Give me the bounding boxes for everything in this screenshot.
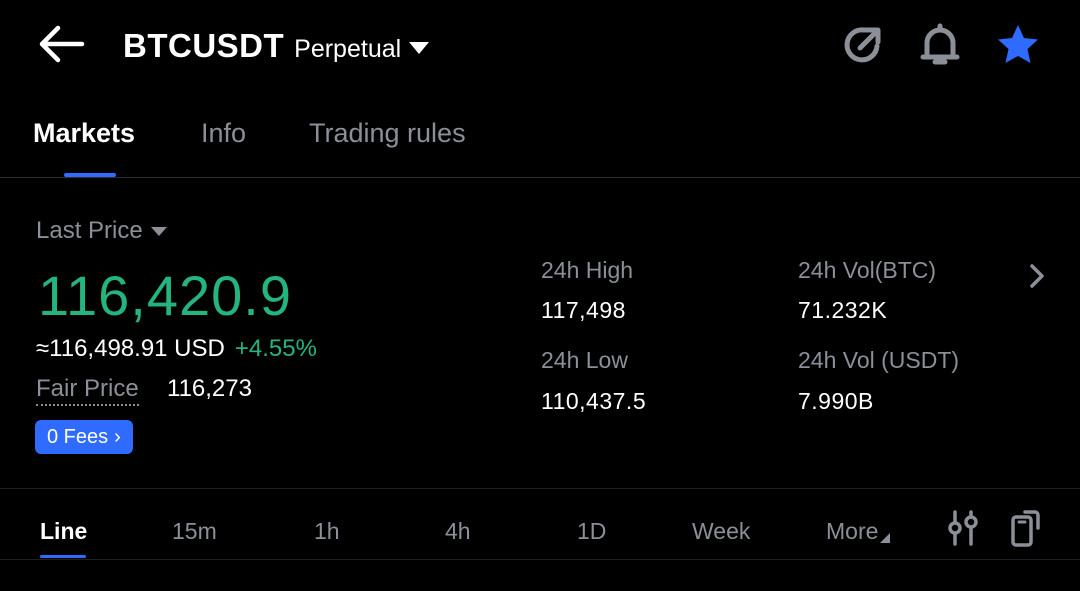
main-tabs: Markets Info Trading rules [0, 90, 1080, 178]
chart-interval-bar: Line 15m 1h 4h 1D Week More [0, 490, 1080, 560]
approx-usd-value: ≈116,498.91 USD [36, 335, 225, 362]
fees-label: 0 Fees [47, 425, 109, 448]
fees-badge-button[interactable]: 0 Fees › [35, 420, 133, 454]
device-rotate-icon[interactable] [1008, 508, 1042, 548]
interval-4h[interactable]: 4h [445, 518, 471, 544]
corner-triangle-icon [880, 533, 891, 543]
interval-1d[interactable]: 1D [577, 518, 607, 544]
interval-line[interactable]: Line [40, 518, 88, 544]
market-stats-panel: Last Price 116,420.9 ≈116,498.91 USD +4.… [0, 179, 1080, 489]
symbol-title: BTCUSDT [123, 27, 285, 64]
bell-icon[interactable] [917, 22, 963, 68]
high-24h-value: 117,498 [541, 297, 626, 323]
high-24h-label: 24h High [541, 257, 634, 283]
caret-down-icon[interactable] [409, 42, 430, 54]
last-price-label: Last Price [36, 217, 143, 244]
vol-usdt-label: 24h Vol (USDT) [798, 347, 960, 373]
refresh-share-icon[interactable] [840, 22, 886, 68]
vol-usdt-value: 7.990B [798, 388, 874, 414]
interval-1h[interactable]: 1h [314, 518, 340, 544]
active-tab-indicator [64, 173, 116, 177]
top-bar: BTCUSDT Perpetual [0, 0, 1080, 90]
more-intervals-button[interactable]: More [826, 518, 891, 545]
low-24h-value: 110,437.5 [541, 388, 647, 414]
price-change-percent: +4.55% [234, 335, 317, 362]
star-icon[interactable] [995, 22, 1041, 68]
usd-equivalent: ≈116,498.91 USD +4.55% [36, 335, 317, 363]
tab-info[interactable]: Info [201, 118, 247, 148]
last-price-selector[interactable]: Last Price [36, 217, 167, 245]
tab-trading-rules[interactable]: Trading rules [309, 118, 466, 148]
last-price-value: 116,420.9 [38, 264, 292, 327]
tab-markets[interactable]: Markets [33, 118, 136, 148]
interval-week[interactable]: Week [692, 518, 751, 544]
chevron-right-icon[interactable] [1025, 261, 1049, 291]
vol-btc-value: 71.232K [798, 297, 888, 323]
back-arrow-icon[interactable] [36, 22, 86, 66]
contract-type: Perpetual [294, 35, 402, 63]
fair-price-label[interactable]: Fair Price [36, 375, 139, 406]
active-interval-indicator [40, 555, 86, 558]
symbol-selector[interactable]: BTCUSDT Perpetual [123, 27, 430, 65]
vol-btc-label: 24h Vol(BTC) [798, 257, 937, 283]
interval-15m[interactable]: 15m [172, 518, 217, 544]
low-24h-label: 24h Low [541, 347, 628, 373]
caret-down-icon [150, 226, 167, 236]
indicator-settings-icon[interactable] [946, 508, 980, 548]
fair-price-value: 116,273 [167, 375, 252, 402]
chevron-right-icon: › [114, 425, 121, 448]
more-label: More [826, 518, 879, 544]
